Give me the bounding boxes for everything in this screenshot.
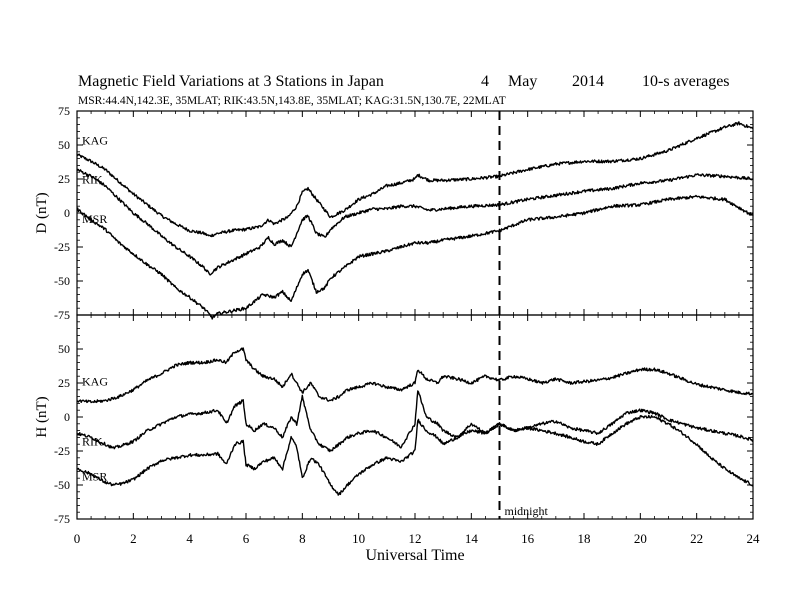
y-tick-label: 25 [58, 376, 70, 390]
series-line-top-msr [76, 194, 754, 320]
x-tick-label: 16 [521, 531, 535, 546]
series-label-rik: RIK [82, 434, 103, 448]
x-tick-label: 22 [690, 531, 703, 546]
x-tick-label: 10 [352, 531, 365, 546]
y-tick-label: 25 [58, 172, 70, 186]
date-day: 4 [481, 73, 489, 90]
series-line-bottom-kag [76, 347, 754, 404]
x-tick-label: 12 [409, 531, 422, 546]
x-tick-label: 2 [130, 531, 137, 546]
panel-frame-top [76, 110, 754, 316]
x-tick-label: 6 [243, 531, 250, 546]
chart-title: Magnetic Field Variations at 3 Stations … [78, 73, 384, 90]
stations-line: MSR:44.4N,142.3E, 35MLAT; RIK:43.5N,143.… [78, 95, 506, 107]
y-tick-label: -75 [54, 308, 70, 322]
x-axis-label: Universal Time [365, 547, 464, 564]
series-label-rik: RIK [82, 172, 103, 186]
y-tick-label: -50 [54, 274, 70, 288]
y-tick-label: -50 [54, 478, 70, 492]
x-tick-label: 18 [578, 531, 591, 546]
series-line-top-kag [76, 121, 754, 238]
y-tick-label: 50 [58, 138, 70, 152]
x-tick-label: 14 [465, 531, 479, 546]
x-tick-label: 24 [747, 531, 761, 546]
series-label-msr: MSR [82, 212, 107, 226]
y-tick-label: -25 [54, 444, 70, 458]
y-tick-label: -75 [54, 512, 70, 526]
x-tick-label: 4 [186, 531, 193, 546]
y-tick-label: 75 [58, 104, 70, 118]
x-tick-label: 8 [299, 531, 306, 546]
averaging-label: 10-s averages [642, 73, 730, 90]
y-axis-label: H (nT) [34, 396, 50, 437]
series-label-kag: KAG [82, 375, 108, 389]
x-tick-label: 20 [634, 531, 647, 546]
date-year: 2014 [572, 73, 604, 90]
x-tick-label: 0 [74, 531, 81, 546]
series-label-kag: KAG [82, 134, 108, 148]
series-line-bottom-msr [76, 414, 754, 496]
series-label-msr: MSR [82, 470, 107, 484]
y-tick-label: -25 [54, 240, 70, 254]
series-line-top-rik [76, 168, 754, 276]
series-line-bottom-rik [76, 390, 754, 453]
date-month: May [508, 73, 538, 90]
y-tick-label: 50 [58, 342, 70, 356]
y-axis-label: D (nT) [34, 192, 50, 233]
y-tick-label: 0 [64, 410, 70, 424]
y-tick-label: 0 [64, 206, 70, 220]
midnight-label: midnight [505, 504, 549, 518]
